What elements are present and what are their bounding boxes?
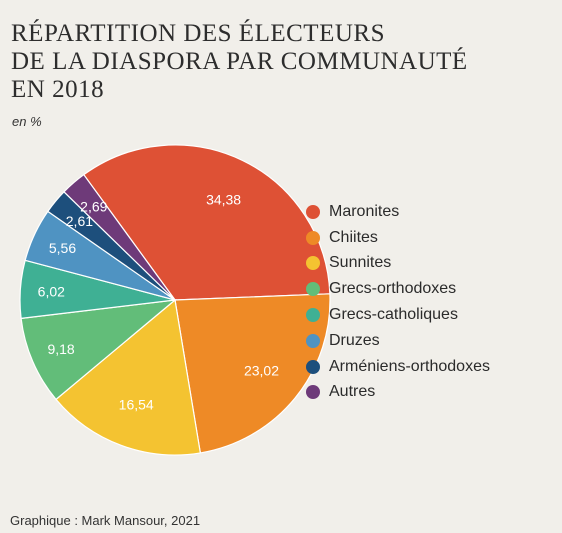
pie-slice-maronites (82, 144, 331, 301)
legend-swatch (306, 333, 320, 348)
chart-title-line-3: EN 2018 (11, 76, 105, 103)
pie-slice-label: 5,56 (49, 240, 76, 256)
legend-swatch (306, 204, 320, 219)
legend-label: Druzes (329, 331, 380, 349)
legend-item-grecs-orthodoxes: Grecs-orthodoxes (306, 276, 490, 302)
legend-swatch (306, 256, 320, 271)
legend-item-druzes: Druzes (306, 328, 490, 354)
chart-title-line-2: DE LA DIASPORA PAR COMMUNAUTÉ (11, 48, 468, 75)
credit-line: Graphique : Mark Mansour, 2021 (10, 513, 201, 528)
legend-swatch (306, 385, 320, 400)
pie-slice-label: 2,61 (66, 213, 93, 229)
pie-slice-label: 16,54 (119, 397, 154, 413)
legend-label: Sunnites (329, 254, 392, 272)
pie-slice-autres (63, 173, 176, 301)
unit-label: en % (12, 114, 42, 129)
pie-slice-label: 9,18 (47, 341, 74, 357)
legend-swatch (306, 230, 320, 245)
legend-swatch (306, 308, 320, 323)
chart-title-line-1: RÉPARTITION DES ÉLECTEURS (11, 20, 385, 47)
pie-slice-label: 23,02 (244, 363, 279, 379)
legend-item-chiites: Chiites (306, 225, 490, 251)
pie-slice-sunnites (55, 298, 202, 456)
legend-label: Autres (329, 383, 376, 401)
legend-label: Arméniens-orthodoxes (329, 357, 490, 375)
legend-swatch (306, 282, 320, 297)
legend-item-armeniens-orthodoxes: Arméniens-orthodoxes (306, 354, 490, 380)
pie-slice-label: 34,38 (206, 192, 241, 208)
pie-slice-chiites (174, 293, 331, 454)
pie-slice-label: 6,02 (38, 283, 65, 299)
legend-item-maronites: Maronites (306, 199, 490, 225)
legend-item-sunnites: Sunnites (306, 251, 490, 277)
legend-item-grecs-catholiques: Grecs-catholiques (306, 302, 490, 328)
pie-slice-grecs-orthodoxes (20, 299, 177, 401)
legend-label: Grecs-orthodoxes (329, 280, 457, 298)
legend-label: Grecs-catholiques (329, 306, 458, 324)
legend: Maronites Chiites Sunnites Grecs-orthodo… (306, 199, 490, 405)
legend-item-autres: Autres (306, 380, 490, 406)
legend-label: Maronites (329, 202, 400, 220)
legend-swatch (306, 359, 320, 374)
pie-slice-label: 2,69 (80, 198, 107, 214)
legend-label: Chiites (329, 228, 378, 246)
